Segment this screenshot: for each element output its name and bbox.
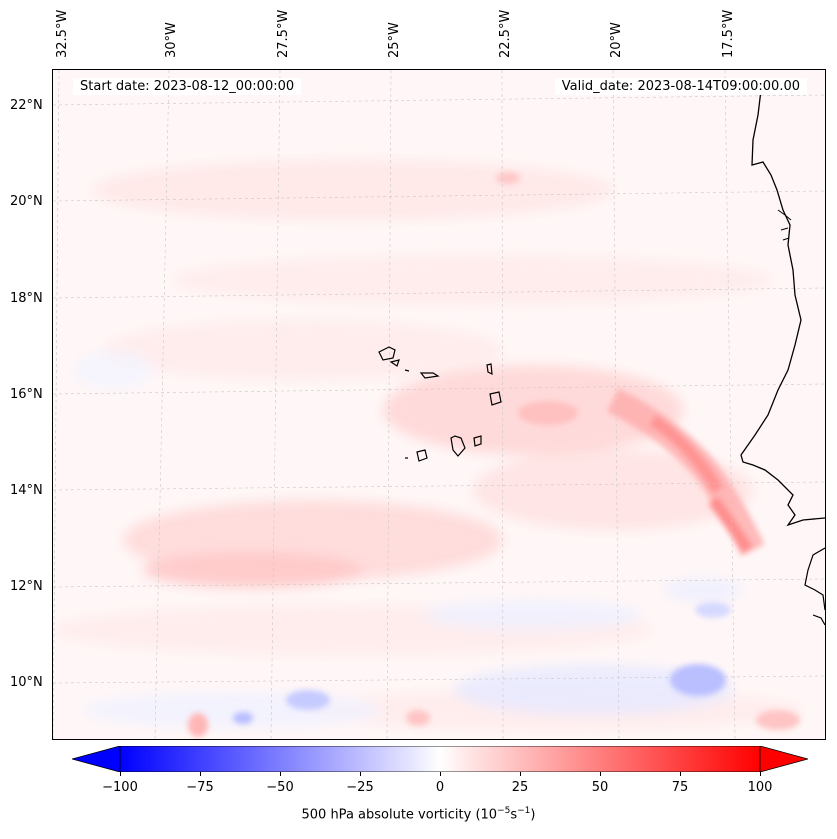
colorbar-tick-label: 75: [671, 780, 689, 795]
lat-label-12n: 12°N: [10, 579, 43, 594]
lat-label-16n: 16°N: [10, 387, 43, 402]
coastline-south: [804, 547, 825, 626]
colorbar-tick-label: −100: [102, 780, 138, 795]
colorbar-min-arrow: [72, 746, 121, 772]
vorticity-extremes: [188, 172, 800, 737]
colorbar-tickmark: [440, 772, 441, 776]
lat-label-10n: 10°N: [10, 675, 43, 690]
lat-label-18n: 18°N: [10, 291, 43, 306]
vorticity-field: [53, 70, 825, 739]
colorbar-label-suffix: ): [530, 807, 536, 823]
colorbar-tickmark: [360, 772, 361, 776]
valid-date-label: Valid_date: 2023-08-14T09:00:00.00: [554, 78, 807, 95]
lat-label-14n: 14°N: [10, 483, 43, 498]
colorbar-label: 500 hPa absolute vorticity (10−5s−1): [0, 806, 837, 822]
colorbar-tick-label: 100: [747, 780, 773, 795]
colorbar-tickmark: [120, 772, 121, 776]
lon-label-22-5w: 22.5°W: [498, 9, 513, 58]
lat-label-22n: 22°N: [10, 98, 43, 113]
colorbar-tickmark: [680, 772, 681, 776]
coastline: [740, 89, 825, 527]
colorbar: [72, 746, 808, 772]
colorbar-label-exp1: −5: [497, 806, 511, 816]
colorbar-tickmark: [200, 772, 201, 776]
lon-label-30w: 30°W: [164, 22, 179, 58]
colorbar-label-prefix: 500 hPa absolute vorticity (10: [301, 807, 498, 823]
lon-label-32-5w: 32.5°W: [55, 9, 70, 58]
colorbar-label-exp2: −1: [517, 806, 531, 816]
colorbar-tickmark: [760, 772, 761, 776]
graticule: [53, 70, 825, 739]
vorticity-map[interactable]: Start date: 2023-08-12_00:00:00 Valid_da…: [52, 69, 826, 740]
colorbar-tickmark: [280, 772, 281, 776]
start-date-label: Start date: 2023-08-12_00:00:00: [73, 78, 302, 95]
colorbar-tickmark: [600, 772, 601, 776]
colorbar-tick-label: −50: [266, 780, 294, 795]
colorbar-max-arrow: [759, 746, 808, 772]
colorbar-tick-label: 0: [435, 780, 445, 795]
colorbar-tick-label: 50: [591, 780, 609, 795]
cape-verde-islands: [378, 346, 502, 462]
colorbar-label-unit: s: [510, 807, 518, 823]
lon-label-17-5w: 17.5°W: [721, 9, 736, 58]
colorbar-tick-label: −75: [186, 780, 214, 795]
colorbar-tick-label: −25: [346, 780, 374, 795]
lat-label-20n: 20°N: [10, 194, 43, 209]
colorbar-tickmark: [520, 772, 521, 776]
colorbar-tick-label: 25: [511, 780, 529, 795]
colorbar-body: [119, 746, 761, 772]
lon-label-25w: 25°W: [387, 22, 402, 58]
lon-label-20w: 20°W: [609, 22, 624, 58]
coastline-inlets: [777, 209, 792, 241]
lon-label-27-5w: 27.5°W: [276, 9, 291, 58]
